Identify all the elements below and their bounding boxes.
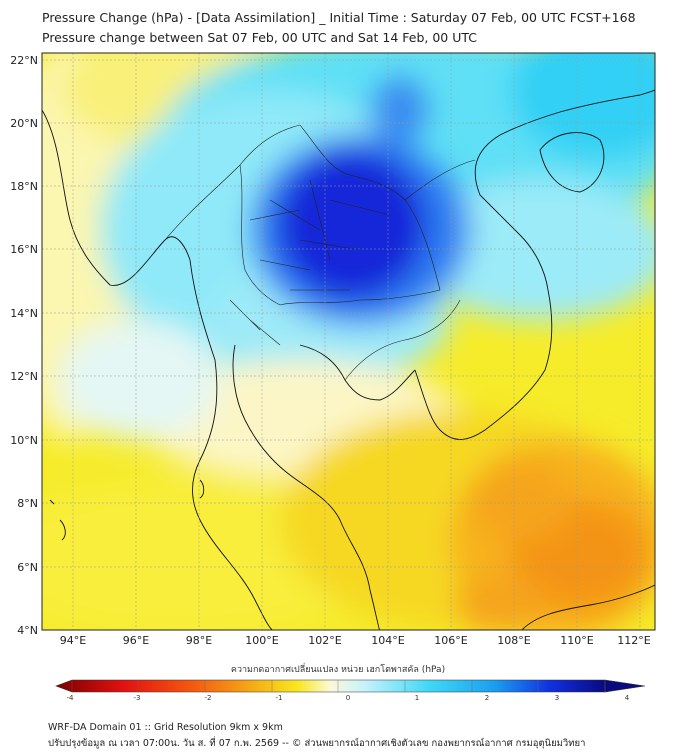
lon-label: 96°E [123, 634, 149, 647]
lon-label: 112°E [617, 634, 650, 647]
lon-label: 98°E [186, 634, 212, 647]
lat-label: 6°N [17, 561, 38, 574]
colorbar-label: -4 [67, 694, 75, 702]
lat-label: 22°N [10, 54, 38, 67]
colorbar-label: 1 [415, 694, 419, 702]
lat-label: 8°N [17, 497, 38, 510]
colorbar-left-extend [55, 679, 606, 693]
map-frame [41, 52, 656, 631]
colorbar-label: -1 [276, 694, 283, 702]
colorbar-ticks [71, 680, 606, 692]
lat-label: 18°N [10, 180, 38, 193]
lon-label: 108°E [497, 634, 530, 647]
colorbar-right-extend [604, 679, 646, 693]
coastlines [42, 89, 655, 630]
lat-label: 14°N [10, 307, 38, 320]
lat-label: 20°N [10, 117, 38, 130]
colorbar: -4 -3 -2 -1 0 1 2 3 4 [55, 679, 646, 702]
lon-label: 110°E [560, 634, 593, 647]
graticule [42, 53, 655, 630]
lon-label: 106°E [434, 634, 467, 647]
lon-label: 102°E [308, 634, 341, 647]
lat-label: 16°N [10, 243, 38, 256]
map-subtitle: Pressure change between Sat 07 Feb, 00 U… [42, 30, 477, 45]
colorbar-label: -3 [134, 694, 141, 702]
colorbar-label: 3 [555, 694, 559, 702]
longitude-labels: 94°E 96°E 98°E 100°E 102°E 104°E 106°E 1… [60, 634, 651, 647]
colorbar-label: 4 [625, 694, 630, 702]
field-blobs [42, 53, 655, 630]
lat-label: 4°N [17, 624, 38, 637]
lon-label: 104°E [371, 634, 404, 647]
latitude-labels: 22°N 20°N 18°N 16°N 14°N 12°N 10°N 8°N 6… [10, 54, 38, 637]
lon-label: 100°E [245, 634, 278, 647]
colorbar-label: -2 [205, 694, 212, 702]
colorbar-label: 0 [346, 694, 350, 702]
lat-label: 12°N [10, 370, 38, 383]
lat-label: 10°N [10, 434, 38, 447]
map-title: Pressure Change (hPa) - [Data Assimilati… [42, 10, 636, 25]
lon-label: 94°E [60, 634, 86, 647]
footer-credit: ปรับปรุงข้อมูล ณ เวลา 07:00น. วัน ส. ที่… [48, 738, 586, 749]
pressure-field [42, 53, 655, 630]
colorbar-label: 2 [485, 694, 489, 702]
footer-model-info: WRF-DA Domain 01 :: Grid Resolution 9km … [48, 722, 283, 733]
colorbar-title: ความกดอากาศเปลี่ยนแปลง หน่วย เฮกโตพาสคัล… [230, 665, 446, 675]
